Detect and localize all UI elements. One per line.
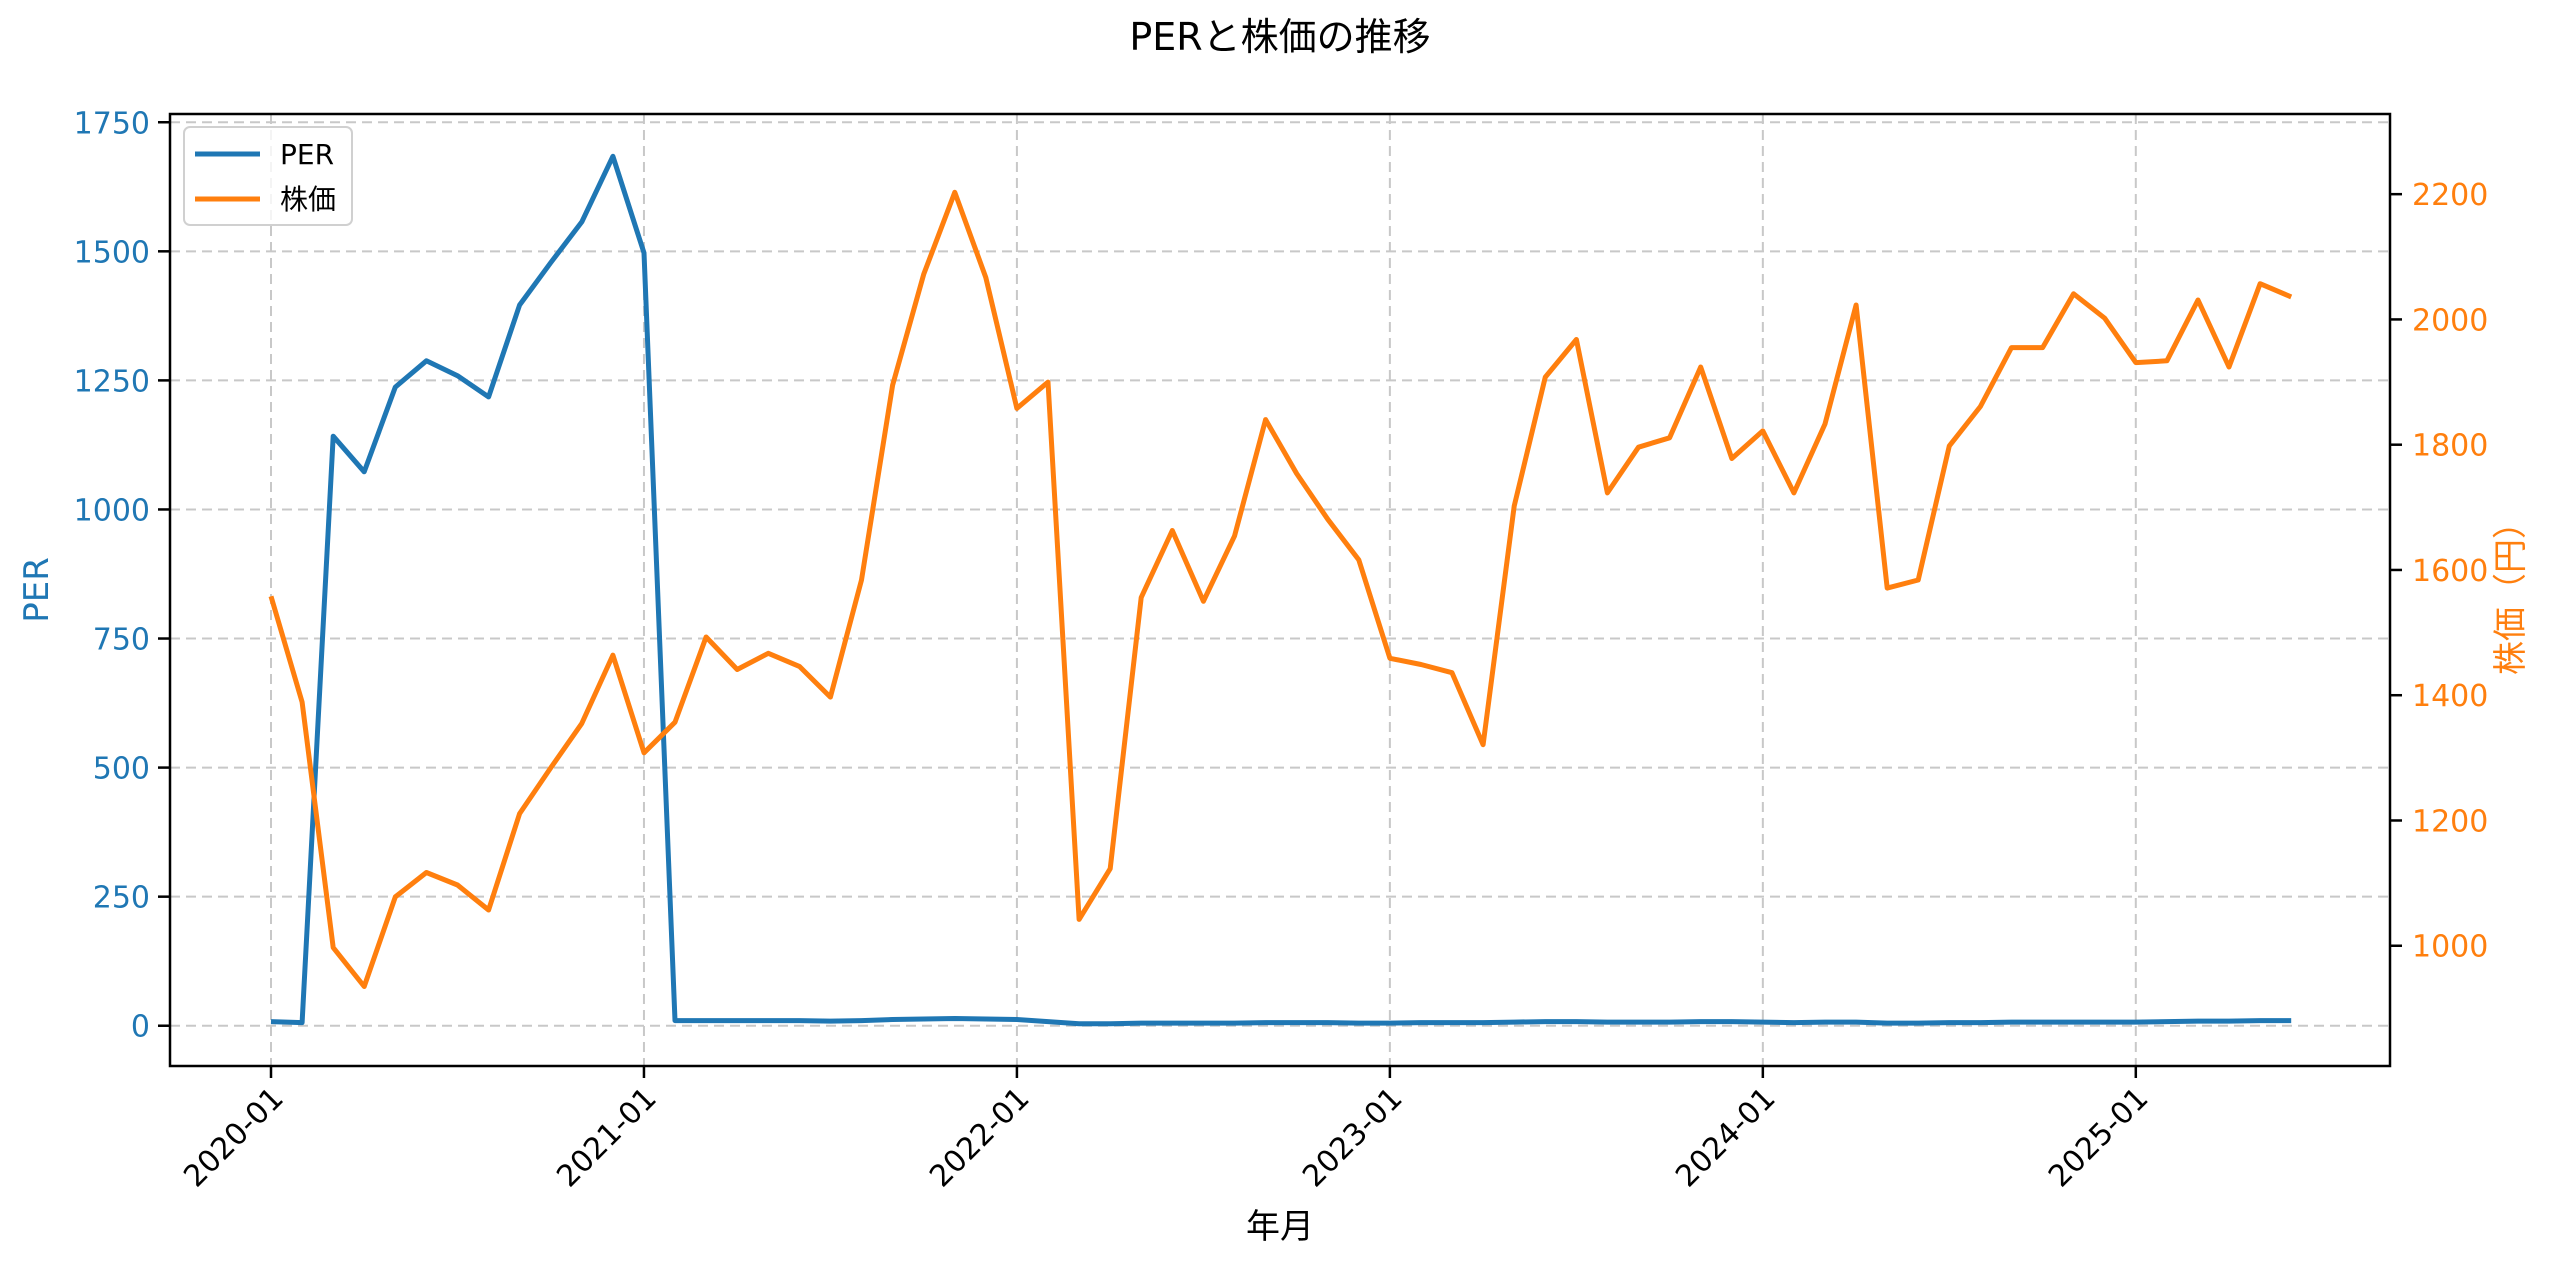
plot-area-frame (168, 112, 2392, 1068)
x-axis: 2020-01 2021-01 2022-01 2023-01 2024-01 2025-… (177, 1066, 2155, 1194)
left-tick-label: 1250 (74, 364, 150, 399)
left-tick-label: 1000 (74, 493, 150, 528)
right-tick-label: 1800 (2412, 429, 2488, 464)
right-y-axis: 1000 1200 1400 1600 1800 2000 2200 (2390, 178, 2488, 965)
chart-title: PERと株価の推移 (1129, 15, 1430, 59)
per-line (270, 153, 2292, 1027)
x-tick-label: 2021-01 (550, 1081, 663, 1194)
left-tick-label: 1500 (74, 235, 150, 270)
x-tick-label: 2022-01 (923, 1081, 1036, 1194)
right-axis-label: 株価（円） (2491, 505, 2531, 675)
right-tick-label: 1600 (2412, 554, 2488, 589)
left-axis-label: PER (17, 557, 57, 623)
right-tick-label: 2000 (2412, 303, 2488, 338)
right-tick-label: 1400 (2412, 679, 2488, 714)
legend-per-label: PER (280, 138, 334, 171)
x-axis-label: 年月 (1246, 1207, 1314, 1247)
plot-series (268, 153, 2293, 1027)
right-tick-label: 1000 (2412, 930, 2488, 965)
legend-price-label: 株価 (280, 183, 336, 216)
x-tick-label: 2024-01 (1669, 1081, 1782, 1194)
grid-lines (170, 114, 2390, 1066)
x-tick-label: 2025-01 (2042, 1081, 2155, 1194)
stock-price-line (268, 189, 2293, 989)
left-tick-label: 750 (93, 623, 150, 658)
left-y-axis: 0 250 500 750 1000 1250 1500 1750 (74, 106, 170, 1045)
right-tick-label: 2200 (2412, 178, 2488, 213)
x-tick-label: 2023-01 (1296, 1081, 1409, 1194)
legend: PER 株価 (183, 126, 353, 226)
left-tick-label: 1750 (74, 106, 150, 141)
left-tick-label: 250 (93, 881, 150, 916)
x-tick-label: 2020-01 (177, 1081, 290, 1194)
left-tick-label: 0 (131, 1010, 150, 1045)
left-tick-label: 500 (93, 752, 150, 787)
right-tick-label: 1200 (2412, 804, 2488, 839)
